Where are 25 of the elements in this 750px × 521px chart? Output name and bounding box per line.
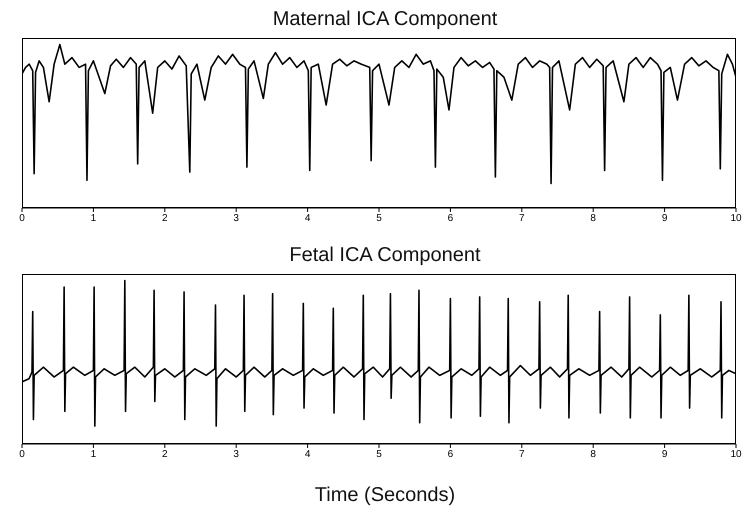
x-tick-label: 2: [162, 449, 168, 460]
x-tick-label: 3: [233, 213, 240, 224]
x-tick-label: 5: [376, 449, 382, 460]
x-tick-label: 7: [519, 449, 526, 460]
x-tick-label: 9: [662, 449, 668, 460]
x-tick-label: 3: [233, 449, 240, 460]
x-tick-label: 7: [519, 213, 526, 224]
x-tick-label: 5: [376, 213, 382, 224]
x-tick-label: 0: [19, 449, 26, 460]
x-tick-label: 0: [19, 213, 26, 224]
x-tick-label: 8: [590, 449, 596, 460]
x-tick-label: 1: [90, 213, 97, 224]
chart-title: Maternal ICA Component: [272, 8, 498, 32]
x-tick-label: 6: [448, 449, 454, 460]
x-tick-label: 4: [304, 449, 311, 460]
x-tick-label: 2: [162, 213, 168, 224]
x-axis-title: Time (Seconds): [314, 484, 456, 507]
x-tick-label: 8: [590, 213, 596, 224]
x-tick-label: 10: [730, 449, 742, 460]
x-tick-label: 9: [662, 213, 668, 224]
x-tick-label: 6: [448, 213, 454, 224]
x-tick-label: 4: [304, 213, 311, 224]
x-tick-label: 1: [90, 449, 97, 460]
x-tick-label: 10: [730, 213, 742, 224]
chart-title: Fetal ICA Component: [288, 244, 482, 268]
